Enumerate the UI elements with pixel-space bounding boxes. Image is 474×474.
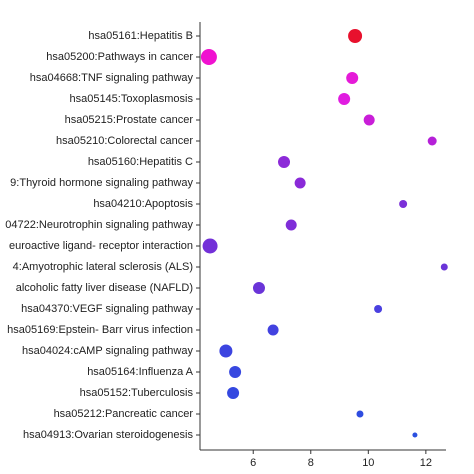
dot — [374, 305, 383, 313]
y-tick-label: 4:Amyotrophic lateral sclerosis (ALS) — [13, 261, 193, 273]
y-tick-label: hsa05169:Epstein- Barr virus infection — [7, 324, 193, 336]
dot — [202, 238, 218, 254]
y-tick-label: 04722:Neurotrophin signaling pathway — [5, 219, 193, 231]
y-tick-label: 9:Thyroid hormone signaling pathway — [10, 177, 193, 189]
x-tick-label: 12 — [420, 457, 432, 469]
y-tick-label: hsa04024:cAMP signaling pathway — [22, 345, 194, 357]
y-tick-label: hsa05160:Hepatitis C — [88, 156, 193, 168]
dot — [356, 410, 364, 418]
y-tick-label: hsa05161:Hepatitis B — [88, 30, 193, 42]
x-tick-label: 10 — [362, 457, 374, 469]
y-tick-label: hsa05200:Pathways in cancer — [46, 51, 193, 63]
dot — [440, 263, 448, 271]
y-tick-label: euroactive ligand- receptor interaction — [9, 240, 193, 252]
dot — [285, 219, 297, 231]
dot — [278, 156, 291, 168]
y-tick-label: hsa05164:Influenza A — [87, 366, 193, 378]
y-tick-label: hsa04210:Apoptosis — [93, 198, 193, 210]
y-tick-label: hsa05215:Prostate cancer — [65, 114, 194, 126]
y-tick-label: hsa05210:Colorectal cancer — [56, 135, 193, 147]
dot — [348, 29, 363, 43]
y-tick-label: hsa05152:Tuberculosis — [80, 387, 194, 399]
dot — [267, 324, 279, 336]
dot — [252, 282, 265, 294]
y-tick-label: hsa04370:VEGF signaling pathway — [21, 303, 193, 315]
dot — [346, 72, 359, 84]
dot — [227, 387, 240, 399]
dot — [294, 177, 306, 189]
dot — [229, 366, 242, 378]
y-tick-label: alcoholic fatty liver disease (NAFLD) — [16, 282, 193, 294]
dot — [427, 136, 437, 146]
dot — [363, 114, 375, 126]
dot — [200, 49, 217, 65]
dot — [338, 93, 351, 105]
x-tick-label: 8 — [308, 457, 314, 469]
dot — [399, 200, 408, 208]
y-tick-label: hsa05145:Toxoplasmosis — [69, 93, 193, 105]
x-tick-label: 6 — [250, 457, 256, 469]
dot — [412, 432, 418, 438]
y-tick-label: hsa04913:Ovarian steroidogenesis — [23, 429, 194, 441]
y-tick-label: hsa05212:Pancreatic cancer — [54, 408, 194, 420]
dot — [219, 344, 233, 358]
y-tick-label: hsa04668:TNF signaling pathway — [30, 72, 194, 84]
